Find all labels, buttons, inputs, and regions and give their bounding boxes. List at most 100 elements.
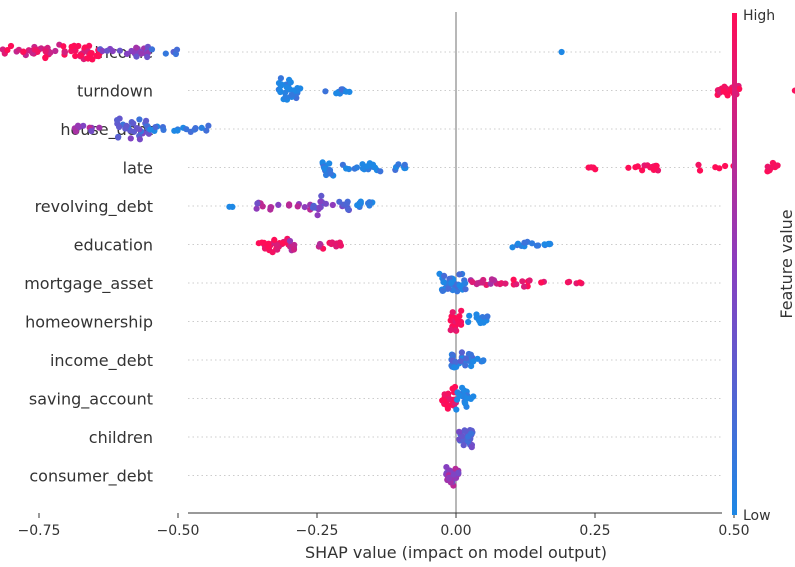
shap-point [130, 120, 137, 127]
colorbar-high-label: High [743, 8, 775, 24]
shap-point [476, 317, 483, 324]
shap-point [366, 202, 373, 209]
shap-point [456, 392, 463, 399]
shap-point [462, 280, 469, 287]
shap-point [458, 307, 465, 314]
feature-label-saving-account: saving_account [29, 390, 153, 410]
shap-point [650, 166, 657, 173]
shap-point [592, 166, 599, 173]
shap-point [133, 125, 140, 132]
shap-points [0, 41, 795, 489]
shap-point [290, 246, 298, 253]
shap-point [364, 163, 371, 170]
shap-point [456, 282, 463, 289]
shap-point [634, 163, 641, 170]
shap-point [136, 136, 143, 143]
shap-point [338, 86, 345, 93]
shap-point [343, 88, 350, 95]
shap-point [271, 236, 278, 243]
colorbar [732, 13, 737, 515]
shap-point [452, 359, 459, 366]
shap-point [20, 48, 27, 55]
shap-point [462, 286, 469, 293]
shap-point [566, 278, 573, 285]
shap-point [279, 240, 286, 247]
shap-point [328, 240, 335, 248]
shap-point [72, 52, 79, 60]
shap-point [116, 47, 123, 54]
shap-point [460, 442, 467, 449]
shap-point [448, 279, 455, 286]
shap-point [61, 49, 68, 56]
shap-point [323, 171, 330, 179]
shap-point [538, 279, 545, 286]
shap-point [343, 165, 350, 172]
shap-point [277, 75, 284, 82]
shap-point [122, 125, 129, 132]
shap-point [458, 349, 465, 356]
shap-point [84, 55, 91, 62]
shap-point [774, 162, 781, 169]
shap-point [510, 276, 517, 283]
shap-point [203, 127, 210, 134]
shap-point [447, 327, 454, 334]
shap-point [52, 47, 59, 55]
shap-point [99, 47, 106, 55]
colorbar-low-label: Low [743, 508, 771, 524]
shap-point [353, 164, 360, 171]
shap-point [259, 203, 266, 210]
shap-point [144, 53, 151, 61]
x-tick-label: −0.25 [296, 523, 339, 539]
shap-point [329, 201, 336, 209]
shap-point [115, 134, 122, 141]
shap-point [521, 239, 528, 246]
shap-point [136, 116, 143, 123]
shap-point [450, 471, 457, 478]
x-tick-label: 0.50 [718, 523, 749, 539]
shap-point [42, 54, 49, 62]
shap-point [148, 46, 156, 53]
shap-point [716, 165, 723, 172]
shap-point [87, 50, 94, 57]
shap-point [327, 170, 334, 177]
shap-point [576, 279, 583, 286]
shap-point [116, 123, 123, 131]
shap-point [88, 128, 95, 135]
x-tick-label: −0.75 [18, 523, 61, 539]
shap-point [440, 397, 447, 404]
shap-point [474, 355, 481, 362]
shap-point [277, 88, 284, 96]
shap-point [456, 271, 463, 278]
shap-point [226, 203, 233, 210]
shap-point [123, 50, 131, 58]
shap-point [736, 85, 743, 93]
shap-point [441, 272, 448, 279]
shap-point [322, 88, 329, 95]
shap-point [31, 46, 38, 53]
feature-label-children: children [89, 428, 153, 447]
shap-point [336, 198, 343, 205]
shap-point [162, 50, 169, 57]
shap-point [312, 204, 319, 211]
shap-point [463, 355, 470, 362]
shap-point [444, 403, 451, 410]
shap-point [275, 201, 282, 208]
shap-point [445, 285, 452, 292]
shap-point [469, 278, 476, 286]
shap-point [316, 240, 324, 248]
shap-point [192, 125, 199, 132]
shap-point [261, 239, 268, 246]
shap-point [198, 124, 205, 131]
shap-point [526, 277, 533, 284]
shap-point [301, 204, 308, 211]
shap-point [343, 200, 350, 207]
shap-point [502, 280, 509, 287]
shap-point [283, 84, 290, 91]
shap-point [446, 395, 453, 402]
shap-point [546, 241, 553, 248]
shap-point [696, 167, 704, 174]
shap-point [722, 162, 729, 170]
shap-point [288, 91, 295, 98]
shap-point [265, 244, 272, 251]
shap-point [354, 202, 361, 209]
